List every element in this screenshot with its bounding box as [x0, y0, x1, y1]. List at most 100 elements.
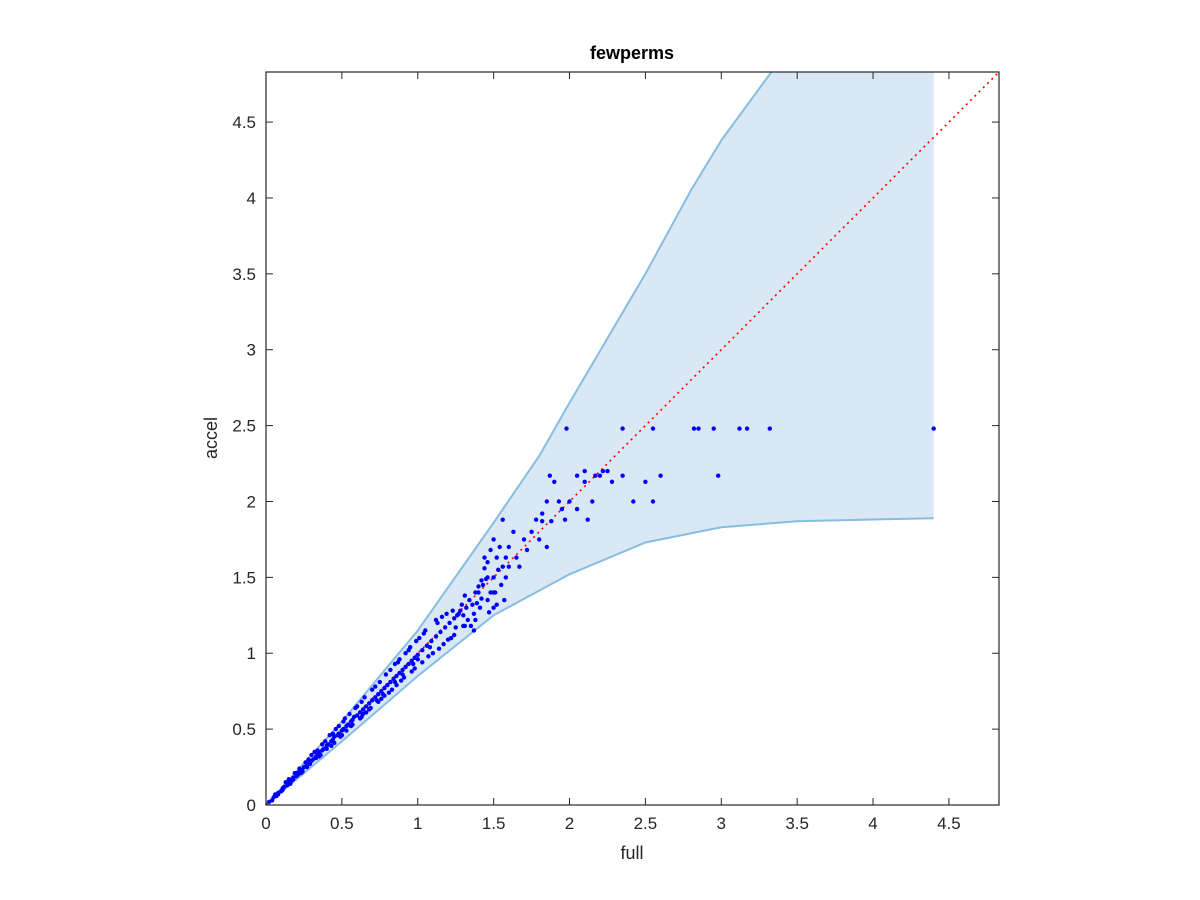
y-tick-label: 1	[247, 644, 256, 663]
data-point	[320, 742, 325, 747]
x-tick-label: 2.5	[634, 814, 658, 833]
data-point	[716, 473, 721, 478]
data-point	[364, 704, 369, 709]
data-point	[544, 544, 549, 550]
x-tick-label: 2	[565, 814, 574, 833]
data-point	[474, 601, 480, 606]
plot-area	[265, 71, 1000, 806]
data-point	[582, 468, 587, 474]
data-point	[711, 426, 716, 431]
data-point	[303, 760, 308, 765]
data-point	[388, 679, 393, 685]
data-point	[521, 537, 527, 542]
data-point	[330, 731, 335, 736]
data-point	[392, 679, 398, 685]
data-point	[482, 566, 487, 571]
data-point	[452, 632, 457, 638]
data-point	[476, 584, 481, 589]
data-point	[452, 616, 457, 621]
y-axis-label: accel	[201, 417, 221, 459]
data-point	[448, 635, 454, 641]
data-point	[597, 473, 603, 478]
uncertainty-band	[265, 71, 934, 806]
data-point	[744, 426, 750, 431]
data-point	[438, 629, 443, 635]
data-point	[524, 547, 530, 553]
data-point	[370, 687, 375, 692]
x-tick-label: 0	[261, 814, 270, 833]
data-point	[362, 695, 367, 700]
data-point	[506, 564, 511, 569]
x-tick-label: 4	[868, 814, 877, 833]
data-point	[497, 544, 502, 550]
data-point	[385, 682, 390, 688]
data-point	[291, 777, 296, 782]
data-point	[503, 555, 508, 560]
y-tick-label: 3.5	[232, 265, 256, 284]
data-point	[377, 679, 382, 685]
data-point	[386, 690, 392, 695]
band-fill	[266, 72, 934, 805]
band-upper-edge	[265, 71, 773, 806]
data-point	[480, 582, 486, 588]
data-point	[494, 555, 499, 560]
band-lower-edge	[265, 517, 934, 806]
axes-frame	[265, 71, 1000, 806]
data-point	[552, 479, 557, 484]
data-point	[473, 617, 478, 623]
data-point	[395, 660, 401, 665]
data-point	[500, 517, 505, 522]
data-point	[605, 468, 610, 474]
data-point	[529, 529, 534, 534]
data-point	[315, 748, 320, 753]
data-point	[307, 761, 313, 767]
data-point	[517, 564, 522, 569]
data-point	[459, 602, 464, 607]
data-point	[357, 716, 363, 721]
data-point	[426, 654, 431, 659]
data-point	[280, 787, 285, 792]
data-point	[444, 611, 449, 616]
data-point	[473, 590, 478, 595]
data-point	[547, 473, 552, 478]
y-tick-label: 4.5	[232, 113, 256, 132]
x-axis-label: full	[620, 843, 643, 863]
data-point	[360, 707, 366, 712]
data-point	[488, 547, 493, 553]
data-point	[499, 582, 504, 588]
data-point	[493, 590, 498, 595]
y-tick-label: 4	[247, 189, 256, 208]
data-point	[585, 517, 590, 522]
data-point	[379, 696, 384, 701]
data-point	[427, 645, 433, 650]
data-point	[354, 704, 360, 709]
data-point	[485, 575, 490, 580]
data-point	[367, 707, 372, 712]
data-point	[491, 605, 496, 610]
data-point	[650, 426, 656, 431]
data-point	[380, 692, 386, 697]
data-point	[347, 711, 352, 717]
data-point	[412, 666, 417, 671]
data-point	[503, 575, 508, 580]
data-point	[406, 661, 411, 667]
scatter-points	[266, 426, 936, 805]
data-point	[409, 669, 414, 674]
data-point	[471, 611, 477, 616]
data-point	[436, 646, 442, 651]
data-point	[383, 672, 389, 677]
data-point	[590, 499, 595, 504]
data-point	[537, 537, 542, 542]
data-point	[306, 757, 311, 762]
data-point	[467, 597, 472, 603]
data-point	[370, 698, 375, 703]
data-point	[417, 635, 422, 641]
data-point	[414, 638, 419, 644]
data-point	[476, 590, 481, 595]
data-point	[313, 755, 319, 761]
data-point	[286, 777, 291, 782]
data-point	[323, 739, 328, 744]
x-tick-label: 4.5	[937, 814, 961, 833]
data-point	[411, 661, 416, 667]
